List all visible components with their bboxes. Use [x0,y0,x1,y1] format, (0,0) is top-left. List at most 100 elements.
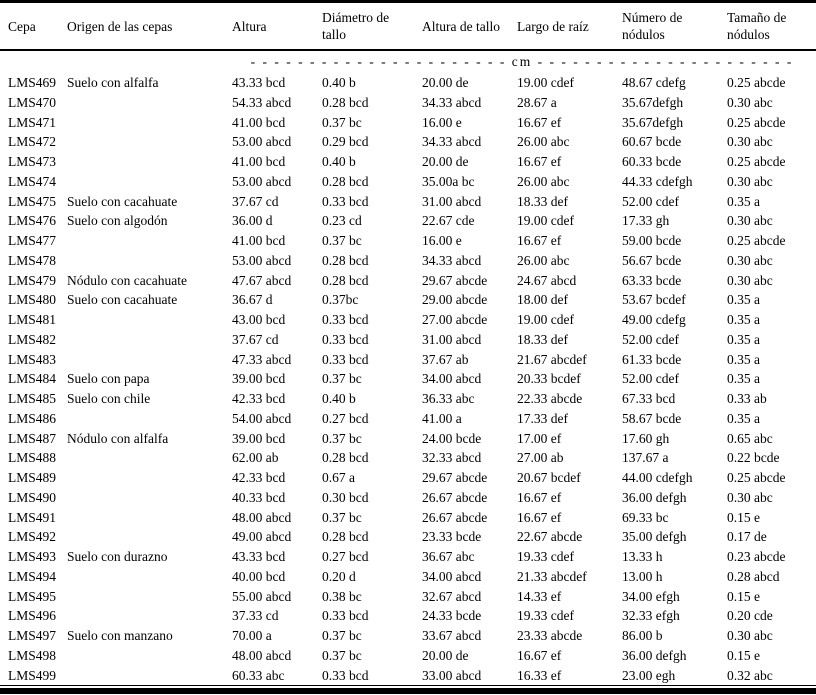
cell-altura-tallo: 32.33 abcd [422,450,482,466]
cell-largo-raiz: 16.67 ef [517,509,562,525]
cell-cepa: LMS477 [8,233,57,248]
cell-altura-tallo: 23.33 bcde [422,529,482,545]
cell-altura: 42.33 bcd [232,391,286,406]
cell-tamano-nodulos: 0.25 abcde [727,470,786,485]
cell-altura-tallo: 34.33 abcd [422,134,482,150]
table-row: LMS497 Suelo con manzano 70.00 a 0.37 bc… [0,626,816,646]
cell-cepa: LMS491 [8,509,57,525]
cell-altura: 47.67 abcd [232,272,292,288]
table-row: LMS490 40.33 bcd 0.30 bcd 26.67 abcde 16… [0,488,816,508]
cell-origen: Suelo con algodón [67,213,168,229]
cell-tamano-nodulos: 0.32 abc [727,665,816,687]
cell-largo-raiz: 26.00 abc [517,134,570,150]
table-row: LMS482 37.67 cd 0.33 bcd 31.00 abcd 18.3… [0,330,816,350]
cell-altura-tallo: 16.00 e [422,114,462,130]
cell-tamano-nodulos: 0.30 abc [727,628,773,643]
cell-origen [67,587,232,607]
cell-largo-raiz: 21.67 abcdef [517,351,587,367]
cell-diametro-tallo: 0.67 a [322,470,355,485]
cell-altura-tallo: 41.00 a [422,410,462,426]
cell-altura-tallo: 31.00 abcd [422,193,482,209]
cell-origen [67,251,232,271]
cell-numero-nodulos: 52.00 cdef [622,331,679,347]
cell-cepa: LMS497 [8,628,57,643]
table-row: LMS470 54.33 abcd 0.28 bcd 34.33 abcd 28… [0,93,816,113]
cell-numero-nodulos: 59.00 bcde [622,233,682,248]
cell-altura-tallo: 34.33 abcd [422,252,482,268]
cell-largo-raiz: 27.00 ab [517,450,564,466]
table-row: LMS483 47.33 abcd 0.33 bcd 37.67 ab 21.6… [0,350,816,370]
cell-numero-nodulos: 137.67 a [622,450,669,466]
cell-altura-tallo: 34.00 abcd [422,371,482,387]
cell-largo-raiz: 28.67 a [517,94,557,110]
cell-altura-tallo: 29.67 abcde [422,272,488,288]
cell-origen [67,330,232,350]
cell-numero-nodulos: 36.00 defgh [622,489,687,505]
cell-tamano-nodulos: 0.35 a [727,292,760,308]
cell-origen [67,93,232,113]
cell-cepa: LMS480 [8,292,57,308]
cell-altura-tallo: 16.00 e [422,233,462,248]
cell-tamano-nodulos: 0.30 abc [727,173,773,189]
cell-cepa: LMS488 [8,450,57,466]
cell-largo-raiz: 18.00 def [517,292,568,308]
cell-origen: Suelo con cacahuate [67,193,178,209]
cell-largo-raiz: 20.67 bcdef [517,470,581,485]
cell-tamano-nodulos: 0.30 abc [727,252,773,268]
cell-altura: 41.00 bcd [232,233,286,248]
cell-tamano-nodulos: 0.25 abcde [727,114,786,130]
cell-numero-nodulos: 48.67 cdefg [622,75,686,90]
cell-diametro-tallo: 0.28 bcd [322,94,369,110]
cell-tamano-nodulos: 0.35 a [727,410,760,426]
cell-diametro-tallo: 0.27 bcd [322,549,369,564]
cell-cepa: LMS490 [8,489,57,505]
cell-largo-raiz: 18.33 def [517,193,568,209]
cell-largo-raiz: 17.00 ef [517,430,562,446]
cell-cepa: LMS495 [8,588,57,604]
cell-altura-tallo: 27.00 abcde [422,312,488,327]
cell-numero-nodulos: 52.00 cdef [622,371,679,387]
cell-tamano-nodulos: 0.35 a [727,351,760,367]
cell-numero-nodulos: 17.60 gh [622,430,670,446]
cell-diametro-tallo: 0.40 b [322,391,356,406]
column-header-altura-tallo: Altura de tallo [422,1,517,51]
cell-diametro-tallo: 0.33 bcd [322,351,369,367]
cell-numero-nodulos: 69.33 bc [622,509,669,525]
cell-largo-raiz: 20.33 bcdef [517,371,581,387]
cell-numero-nodulos: 56.67 bcde [622,252,682,268]
cell-largo-raiz: 16.67 ef [517,233,562,248]
cell-origen [67,350,232,370]
cell-origen: Suelo con chile [67,391,151,406]
cell-diametro-tallo: 0.37 bc [322,430,362,446]
cell-tamano-nodulos: 0.23 abcde [727,549,786,564]
cell-altura-tallo: 29.67 abcde [422,470,488,485]
cell-largo-raiz: 24.67 abcd [517,272,577,288]
table-row: LMS471 41.00 bcd 0.37 bc 16.00 e 16.67 e… [0,113,816,133]
column-header-largo-raiz: Largo de raíz [517,1,622,51]
table-row: LMS475 Suelo con cacahuate 37.67 cd 0.33… [0,192,816,212]
cell-origen: Suelo con papa [67,371,150,387]
cell-altura-tallo: 20.00 de [422,75,469,90]
cell-numero-nodulos: 53.67 bcdef [622,292,686,308]
table-row: LMS479 Nódulo con cacahuate 47.67 abcd 0… [0,271,816,291]
cell-cepa: LMS494 [8,568,57,584]
column-header-altura: Altura [232,1,322,51]
table-row: LMS498 48.00 abcd 0.37 bc 20.00 de 16.67… [0,646,816,666]
cell-largo-raiz: 18.33 def [517,331,568,347]
cell-tamano-nodulos: 0.28 abcd [727,568,780,584]
cell-altura-tallo: 35.00a bc [422,173,475,189]
cell-origen [67,231,232,251]
cell-cepa: LMS486 [8,410,57,426]
cell-origen [67,172,232,192]
cell-numero-nodulos: 17.33 gh [622,213,670,229]
cell-largo-raiz: 21.33 abcdef [517,568,587,584]
cell-cepa: LMS485 [8,391,57,406]
cell-numero-nodulos: 35.67defgh [622,94,684,110]
cell-altura: 40.00 bcd [232,568,286,584]
cell-origen [67,567,232,587]
cell-diametro-tallo: 0.33 bcd [322,331,369,347]
cell-altura: 62.00 ab [232,450,279,466]
table-row: LMS473 41.00 bcd 0.40 b 20.00 de 16.67 e… [0,152,816,172]
cell-altura: 39.00 bcd [232,371,286,387]
